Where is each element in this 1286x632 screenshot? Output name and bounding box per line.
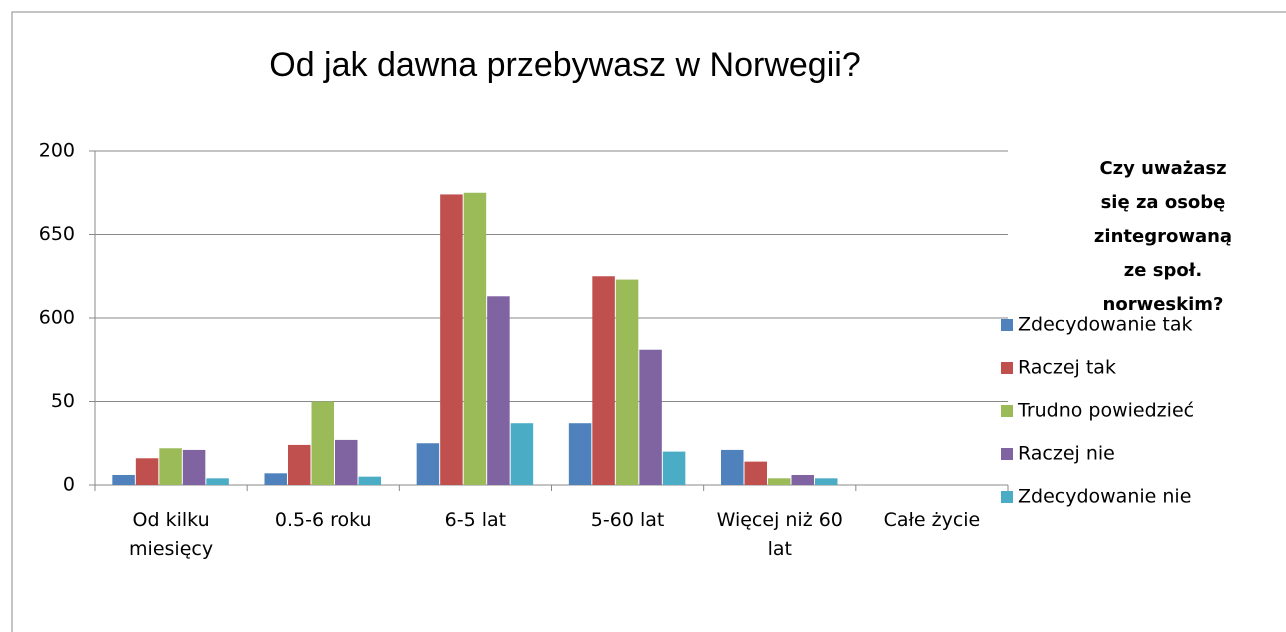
x-tick-label: 6-5 lat (444, 509, 507, 531)
legend-label: Trudno powiedzieć (1017, 400, 1194, 422)
legend-label: Zdecydowanie tak (1018, 314, 1192, 336)
bar (744, 461, 767, 485)
bar (112, 474, 135, 485)
y-tick-label: 650 (39, 223, 75, 245)
legend-label: Zdecydowanie nie (1018, 486, 1191, 508)
legend-swatch (1001, 448, 1013, 460)
legend-label: Raczej nie (1018, 443, 1115, 465)
chart-border (11, 11, 1286, 632)
x-tick-label: 5-60 lat (590, 509, 665, 531)
x-tick-label: Całe życie (883, 509, 981, 531)
x-tick-label: 0.5-6 roku (274, 509, 372, 531)
bar (721, 449, 744, 485)
bar (440, 194, 463, 486)
bar (264, 473, 287, 485)
bar (288, 444, 311, 485)
legend-label: Raczej tak (1018, 357, 1116, 379)
chart-title: Od jak dawna przebywasz w Norwegii? (269, 46, 861, 84)
bar (206, 478, 229, 485)
bar (159, 448, 182, 485)
bar (135, 458, 159, 485)
bar (463, 192, 487, 485)
bar (335, 439, 358, 485)
bar (416, 443, 440, 485)
y-tick-label: 50 (51, 390, 75, 412)
x-tick-label: Od kilku miesięcy (129, 509, 214, 560)
legend-swatch (1001, 405, 1013, 417)
x-tick-label: Więcej niż 60 lat (716, 509, 843, 560)
bar (592, 276, 615, 485)
bar (487, 296, 510, 485)
bar (815, 478, 838, 485)
bar (791, 474, 814, 485)
legend-swatch (1001, 319, 1013, 331)
bar (182, 449, 206, 485)
bar (311, 401, 334, 485)
bar (639, 349, 662, 485)
bar (768, 478, 791, 485)
legend-title: Czy uważasz się za osobę zintegrowaną ze… (1093, 158, 1233, 315)
y-tick-label: 200 (39, 140, 75, 162)
y-tick-label: 600 (39, 307, 75, 329)
legend-swatch (1001, 362, 1013, 374)
legend-swatch (1001, 491, 1013, 503)
bar (358, 476, 381, 485)
bar (662, 451, 686, 485)
bar (568, 423, 592, 485)
bar (510, 423, 534, 485)
bar (615, 279, 639, 485)
y-tick-label: 0 (63, 474, 75, 496)
